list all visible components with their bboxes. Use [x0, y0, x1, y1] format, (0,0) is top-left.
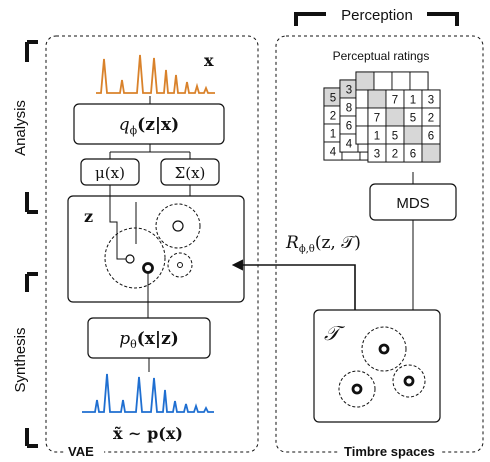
regularization-label: Rϕ,θ(z, 𝒯) — [285, 233, 361, 255]
z-label: z — [84, 207, 93, 226]
mds-label: MDS — [396, 195, 429, 212]
analysis-label: Analysis — [12, 100, 29, 156]
matrix-value: 2 — [392, 149, 398, 161]
matrix-value: 5 — [392, 131, 398, 143]
perception-label: Perception — [341, 7, 413, 24]
matrix-value: 7 — [392, 95, 398, 107]
matrix-value: 1 — [330, 129, 336, 141]
matrix-cell — [373, 71, 393, 91]
matrix-cell — [367, 89, 387, 109]
vae-label: VAE — [68, 444, 94, 459]
input-spectrum: x — [96, 51, 215, 94]
encoder-label: qϕ(z|x) — [119, 115, 179, 137]
matrix-value: 6 — [410, 149, 416, 161]
matrix-value: 6 — [346, 121, 352, 133]
matrix-cell — [385, 107, 405, 127]
matrix-value: 1 — [410, 95, 416, 107]
matrix-value: 4 — [346, 139, 353, 151]
orange-spectrum-line — [96, 54, 215, 94]
timbre-spaces-label: Timbre spaces — [344, 444, 435, 459]
matrix-cell — [355, 71, 375, 91]
blue-spectrum-line — [82, 373, 214, 413]
vae-panel: VAE — [45, 35, 259, 459]
side-labels: Analysis Synthesis — [12, 40, 38, 448]
mds-box: MDS — [369, 183, 457, 221]
timbre-panel-border — [275, 35, 484, 453]
encoder-box: qϕ(z|x) — [73, 103, 225, 145]
matrix-value: 6 — [428, 131, 434, 143]
latent-dashed-circle-top — [155, 203, 201, 249]
matrix-cell — [403, 125, 423, 145]
latent-dashed-circle-large — [104, 227, 166, 289]
matrix-value: 3 — [346, 85, 352, 97]
latent-point-top — [172, 220, 184, 232]
matrix-value: 3 — [374, 149, 380, 161]
matrix-value: 5 — [410, 113, 416, 125]
matrix-value: 7 — [374, 113, 380, 125]
matrix-value: 4 — [330, 147, 337, 159]
timbre-dashed-circle-2 — [338, 370, 376, 408]
matrix-value: 8 — [346, 103, 352, 115]
sigma-label: Σ(x) — [175, 164, 206, 182]
latent-point-mu — [125, 254, 135, 264]
matrix-value: 5 — [330, 93, 336, 105]
timbre-panel: Timbre spaces — [275, 35, 484, 459]
timbre-point-2 — [351, 383, 363, 395]
decoder-box: pθ(x|z) — [87, 317, 211, 359]
vae-panel-border — [45, 35, 259, 453]
x-label: x — [204, 51, 214, 70]
timbre-dashed-circle-1 — [361, 326, 407, 372]
regularization-arrow — [231, 259, 356, 310]
latent-space-box: z — [67, 195, 245, 303]
reconstruction-label: x̃ ∼ p(x) — [113, 424, 183, 443]
matrix-value: 2 — [428, 113, 434, 125]
synthesis-label: Synthesis — [12, 327, 29, 392]
timbre-space-box: 𝒯 — [313, 309, 441, 423]
analysis-bracket-bottom — [25, 192, 38, 214]
rating-matrix-front: 7 1 37 5 21 5 63 2 6 — [367, 89, 441, 163]
perceptual-ratings-label: Perceptual ratings — [333, 49, 430, 63]
timbre-point-3 — [403, 375, 415, 387]
matrix-cell — [391, 71, 411, 91]
timbre-dashed-circle-3 — [392, 364, 426, 398]
matrix-cell — [409, 71, 429, 91]
latent-dashed-circle-small — [167, 252, 193, 278]
synthesis-bracket-top — [25, 272, 38, 292]
matrix-value: 2 — [330, 111, 336, 123]
matrix-value: 3 — [428, 95, 434, 107]
timbre-point-1 — [378, 343, 390, 355]
analysis-bracket-top — [25, 40, 38, 62]
matrix-cell — [421, 143, 441, 163]
matrix-value: 1 — [374, 131, 380, 143]
decoder-label: pθ(x|z) — [119, 329, 179, 351]
synthesis-bracket-bottom — [25, 428, 38, 448]
latent-point-small — [177, 262, 183, 268]
output-spectrum: x̃ ∼ p(x) — [82, 373, 214, 443]
mu-box: μ(x) — [80, 158, 140, 186]
sigma-box: Σ(x) — [160, 158, 220, 186]
mu-label: μ(x) — [95, 164, 125, 182]
perception-header: Perception — [294, 7, 459, 26]
bracket-right — [427, 12, 459, 26]
bracket-left — [294, 12, 326, 26]
latent-point-sampled — [142, 262, 154, 274]
